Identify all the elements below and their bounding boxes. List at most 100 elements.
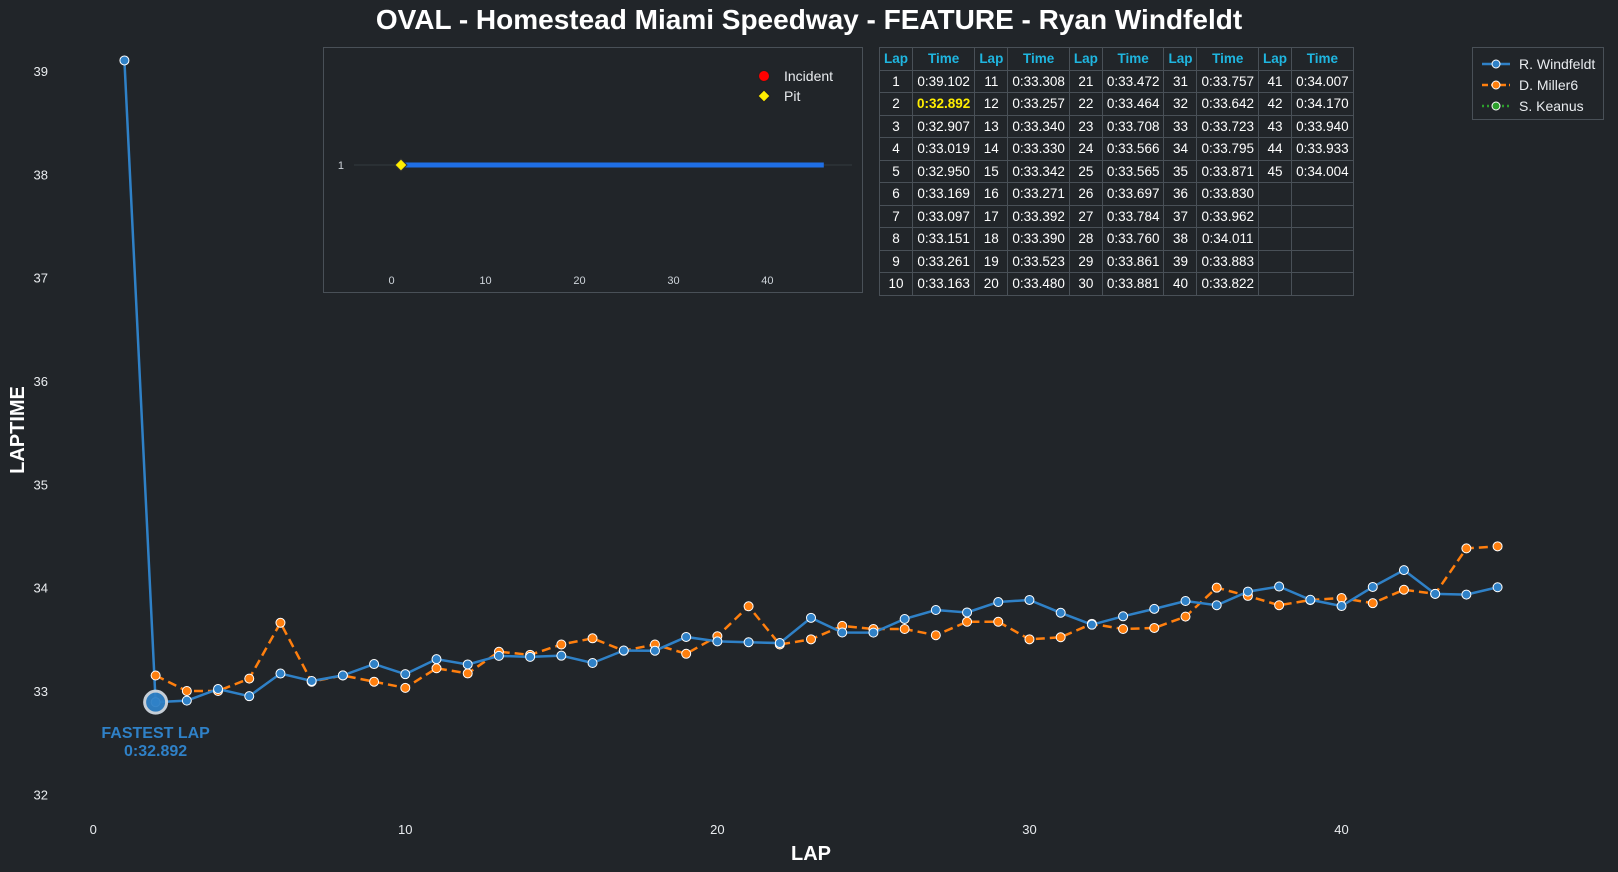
data-point: [431, 663, 442, 674]
data-point: [1367, 598, 1378, 609]
lap-number-cell: 18: [974, 227, 1009, 251]
legend-marker: [1491, 101, 1501, 110]
inset-x-tick-label: 10: [479, 275, 491, 287]
lap-time-cell: 0:34.170: [1291, 92, 1354, 116]
lap-column-header: Lap: [878, 47, 914, 71]
time-column-header: Time: [1196, 47, 1260, 71]
time-column-header: Time: [1291, 47, 1354, 71]
lap-column-header: Lap: [974, 47, 1009, 71]
lap-time-cell: 0:33.257: [1007, 92, 1070, 116]
data-point: [1274, 600, 1285, 611]
data-point: [618, 645, 629, 656]
lap-time-cell: 0:33.697: [1101, 182, 1165, 206]
lap-number-cell: 43: [1258, 114, 1293, 138]
table-row: 5 0:32.950 15 0:33.342 25 0:33.565 35 0:33.871 4…: [878, 159, 1354, 183]
data-point: [462, 668, 473, 679]
lap-time-cell: 0:33.933: [1291, 137, 1354, 161]
lap-number-cell: 41: [1258, 69, 1293, 93]
lap-time-cell: 0:33.261: [912, 249, 976, 273]
data-point: [743, 601, 754, 612]
y-tick-label: 33: [34, 684, 48, 699]
lap-time-cell: [1291, 249, 1354, 273]
lap-time-cell: 0:33.642: [1196, 92, 1260, 116]
lap-number-cell: 7: [878, 204, 914, 228]
data-point: [1430, 588, 1441, 599]
lap-time-cell: 0:33.822: [1196, 272, 1260, 296]
lap-time-cell: 0:33.342: [1007, 159, 1070, 183]
data-point: [337, 670, 348, 681]
lap-number-cell: 23: [1068, 114, 1103, 138]
y-axis-label: LAPTIME: [7, 386, 29, 474]
lap-number-cell: 17: [974, 204, 1009, 228]
lap-time-cell: 0:34.004: [1291, 159, 1354, 183]
lap-number-cell: 32: [1163, 92, 1198, 116]
lap-number-cell: 21: [1068, 69, 1103, 93]
inset-x-tick-label: 0: [389, 275, 395, 287]
lap-time-cell: 0:33.830: [1196, 182, 1260, 206]
data-point: [1055, 607, 1066, 618]
y-tick-label: 39: [34, 64, 48, 79]
data-point: [1024, 634, 1035, 645]
data-point: [1398, 565, 1409, 576]
data-point: [899, 624, 910, 634]
inset-legend-label: Incident: [784, 68, 833, 84]
data-point: [930, 604, 941, 615]
data-point: [837, 627, 848, 638]
data-point: [930, 630, 941, 641]
data-point: [181, 686, 192, 696]
lap-time-cell: 0:33.708: [1101, 114, 1165, 138]
lap-number-cell: 20: [974, 272, 1009, 296]
data-point: [1242, 586, 1253, 597]
legend-marker: [1491, 59, 1501, 68]
data-point: [525, 651, 536, 662]
lap-number-cell: 19: [974, 249, 1009, 273]
legend-item: R. Windfeldt: [1473, 53, 1603, 74]
lap-time-cell: 0:33.097: [912, 204, 976, 228]
lap-time-cell: [1291, 227, 1354, 251]
data-point: [1118, 611, 1129, 622]
data-point: [1180, 611, 1191, 622]
data-point: [587, 657, 598, 668]
time-column-header: Time: [912, 47, 976, 71]
x-tick-label: 20: [710, 822, 724, 837]
data-point: [244, 673, 255, 684]
legend-label: S. Keanus: [1519, 97, 1584, 114]
lap-number-cell: 3: [878, 114, 914, 138]
lap-number-cell: 40: [1163, 272, 1198, 296]
x-tick-label: 30: [1022, 822, 1036, 837]
lap-time-cell: 0:33.883: [1196, 249, 1260, 273]
lap-time-cell: 0:33.784: [1101, 204, 1165, 228]
lap-time-cell: 0:33.940: [1291, 114, 1354, 138]
inset-x-tick-label: 30: [667, 275, 679, 287]
y-tick-label: 35: [34, 477, 48, 492]
data-point: [1274, 581, 1285, 592]
legend-line-icon: [1482, 101, 1510, 110]
lap-time-cell: 0:33.871: [1196, 159, 1260, 183]
lap-time-cell: [1291, 204, 1354, 228]
lap-time-cell: 0:32.907: [912, 114, 976, 138]
pit-marker: [394, 158, 408, 172]
time-column-header: Time: [1101, 47, 1165, 71]
data-point: [1149, 603, 1160, 614]
lap-number-cell: 45: [1258, 159, 1293, 183]
lap-time-cell: 0:33.019: [912, 137, 976, 161]
data-point: [1024, 594, 1035, 605]
lap-number-cell: 4: [878, 137, 914, 161]
lap-number-cell: 31: [1163, 69, 1198, 93]
data-point: [649, 645, 660, 656]
lap-number-cell: 27: [1068, 204, 1103, 228]
data-point: [275, 617, 286, 628]
lap-number-cell: [1258, 182, 1293, 206]
lap-time-cell: 0:33.881: [1101, 272, 1165, 296]
y-tick-label: 36: [34, 374, 48, 389]
data-point: [774, 638, 785, 649]
lap-number-cell: 5: [878, 159, 914, 183]
data-point: [306, 675, 317, 686]
lap-number-cell: 12: [974, 92, 1009, 116]
y-tick-label: 34: [34, 581, 48, 596]
lap-column-header: Lap: [1068, 47, 1103, 71]
lap-number-cell: 10: [878, 272, 914, 296]
data-point: [119, 55, 130, 66]
legend-item: S. Keanus: [1473, 95, 1603, 116]
lap-number-cell: 9: [878, 249, 914, 273]
